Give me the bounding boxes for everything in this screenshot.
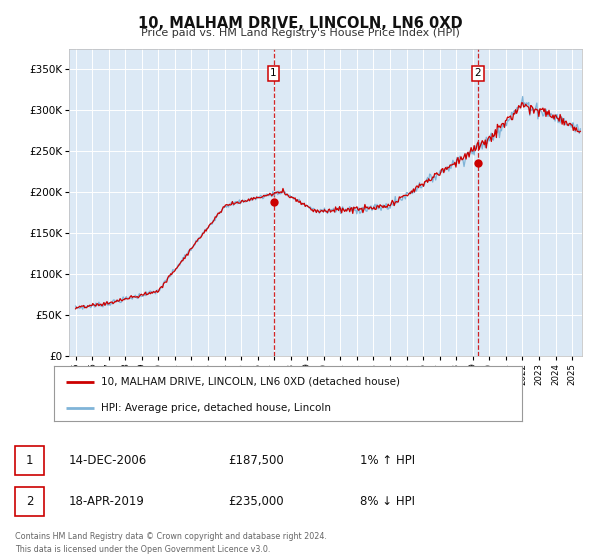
Text: Price paid vs. HM Land Registry's House Price Index (HPI): Price paid vs. HM Land Registry's House … [140,28,460,38]
Text: 10, MALHAM DRIVE, LINCOLN, LN6 0XD (detached house): 10, MALHAM DRIVE, LINCOLN, LN6 0XD (deta… [101,377,400,386]
Text: £235,000: £235,000 [228,494,284,508]
Text: 1% ↑ HPI: 1% ↑ HPI [360,454,415,467]
Text: 2: 2 [26,494,33,508]
Text: 18-APR-2019: 18-APR-2019 [69,494,145,508]
Text: £187,500: £187,500 [228,454,284,467]
Text: HPI: Average price, detached house, Lincoln: HPI: Average price, detached house, Linc… [101,403,331,413]
Text: 2: 2 [475,68,481,78]
Text: Contains HM Land Registry data © Crown copyright and database right 2024.
This d: Contains HM Land Registry data © Crown c… [15,532,327,553]
Text: 1: 1 [270,68,277,78]
Text: 14-DEC-2006: 14-DEC-2006 [69,454,147,467]
Text: 10, MALHAM DRIVE, LINCOLN, LN6 0XD: 10, MALHAM DRIVE, LINCOLN, LN6 0XD [137,16,463,31]
Text: 8% ↓ HPI: 8% ↓ HPI [360,494,415,508]
Text: 1: 1 [26,454,33,467]
